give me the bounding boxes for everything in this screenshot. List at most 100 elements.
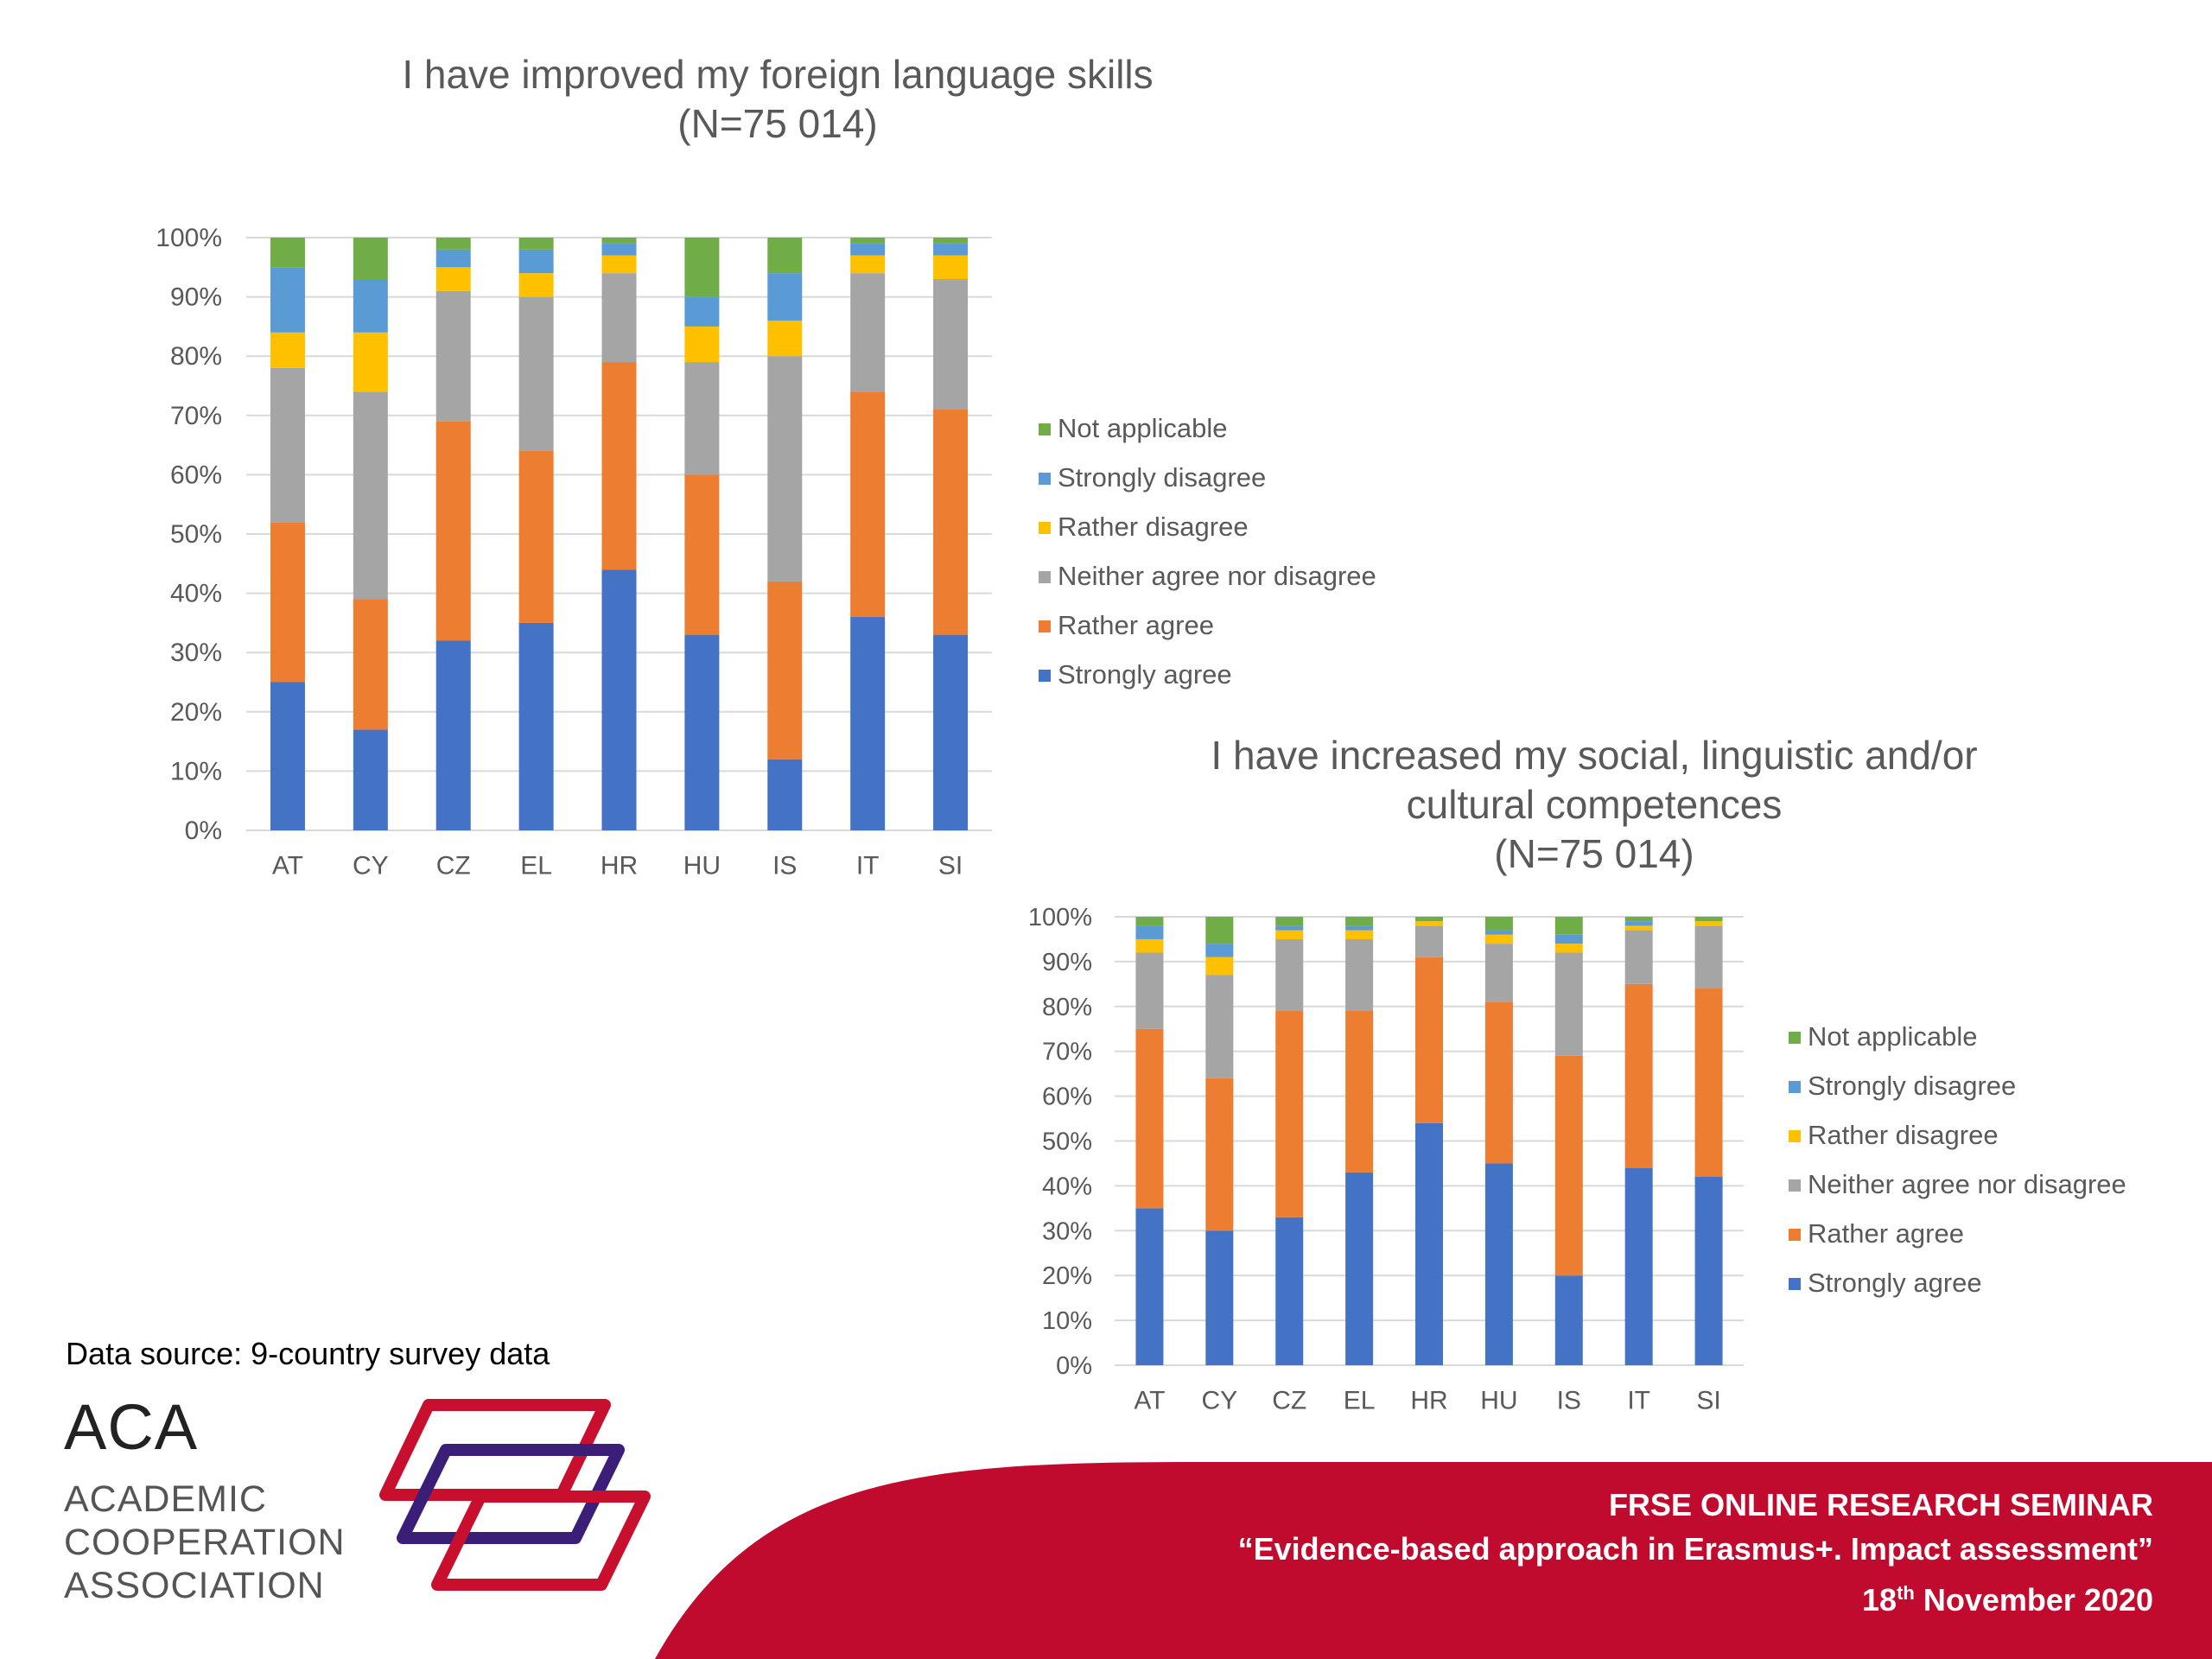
chart1-bar-segment [270,682,305,830]
chart1-y-tick-label: 70% [170,402,222,430]
aca-logo-mark-icon [379,1399,651,1591]
chart2-y-tick-label: 80% [1042,994,1092,1021]
chart1-bar-segment [353,391,388,600]
chart1-bar-segment [767,356,803,582]
chart1-y-tick-label: 80% [170,342,222,371]
chart1-x-tick-label: HU [683,852,721,880]
chart2-y-tick-label: 70% [1042,1039,1092,1066]
chart1-bar-segment [353,332,388,392]
chart1-bar-segment [601,255,637,274]
chart2-y-tick-label: 50% [1042,1128,1092,1156]
chart1-legend-label: Rather disagree [1058,512,1249,542]
chart2-bar-segment [1484,1001,1513,1164]
chart2-title-line: I have increased my social, linguistic a… [1211,733,1978,778]
chart1-bar-segment [601,273,637,363]
chart2-legend-swatch [1789,1130,1801,1142]
aca-logo-purple-shape [397,1444,625,1544]
chart1-bar-segment [601,362,637,570]
chart1-x-tick-label: HR [601,852,638,880]
chart2-bar-segment [1135,917,1164,926]
aca-logo-acronym: ACA [64,1391,199,1463]
chart1-bar-segment [435,267,471,291]
chart2-y-tick-label: 60% [1042,1084,1092,1111]
chart2-bar-segment [1205,944,1234,957]
chart2-bar-segment [1415,917,1443,922]
chart2-bar-segment [1275,1010,1304,1217]
chart1-bar-segment [518,622,554,830]
chart2-x-tick-label: HR [1410,1387,1447,1415]
chart2-bar-segment [1554,934,1583,944]
chart2-y-tick-label: 30% [1042,1217,1092,1245]
chart1-bar-segment [435,238,471,250]
chart1-legend-swatch [1039,522,1051,534]
chart1-bar-segment [270,238,305,268]
footer-date-day: 18 [1862,1582,1897,1618]
chart1-bar-segment [518,296,554,451]
chart2-bar-segment [1275,1217,1304,1365]
chart1-bar-segment [601,238,637,244]
chart1-y-tick-label: 20% [170,698,222,727]
chart1-bar-segment [601,243,637,256]
chart2-bar-segment [1554,917,1583,935]
chart1-legend-swatch [1039,620,1051,632]
chart2-x-tick-label: IT [1627,1387,1650,1415]
chart2-bar-segment [1415,957,1443,1123]
chart2-y-tick-label: 0% [1056,1352,1092,1380]
chart2-bar-segment [1205,917,1234,944]
chart2-bar-segment [1205,1077,1234,1231]
chart1-legend-label: Neither agree nor disagree [1058,561,1376,591]
chart1-y-tick-label: 40% [170,580,222,608]
chart2-bar-segment [1345,917,1374,926]
chart2-bar-segment [1554,1055,1583,1276]
aca-logo-text-line: ASSOCIATION [64,1565,325,1606]
chart2-legend-label: Not applicable [1808,1021,1978,1052]
chart1-x-tick-label: CY [353,852,389,880]
chart2-bar-segment [1275,930,1304,939]
chart1-bar-segment [684,474,720,635]
chart1-bar-segment [684,326,720,363]
chart2-bar-segment [1135,1028,1164,1209]
chart2-bar-segment [1345,1010,1374,1173]
chart2-legend-swatch [1789,1229,1801,1241]
chart2-bar-segment [1694,921,1723,926]
chart1-bar-segment [518,273,554,297]
chart1-bar-segment [767,273,803,321]
chart1-bar-segment [850,255,886,274]
chart2-x-tick-label: CZ [1272,1387,1306,1415]
chart1-legend-label: Rather agree [1058,610,1214,640]
footer-date-suffix: th [1897,1582,1915,1604]
chart2-legend-swatch [1789,1278,1801,1290]
chart1-bar-segment [933,238,969,244]
chart2-bar-segment [1624,921,1653,926]
chart1-bar-segment [933,634,969,830]
chart2-bar-segment [1345,930,1374,939]
chart1-legend-swatch [1039,571,1051,583]
chart2-bar-segment [1415,925,1443,957]
chart2-bar-segment [1484,934,1513,944]
chart2-bar-segment [1624,925,1653,931]
chart1-legend-label: Not applicable [1058,413,1228,443]
chart2-legend-swatch [1789,1081,1801,1093]
chart1-bar-segment [767,321,803,357]
chart2-bar-segment [1275,925,1304,931]
chart1-bar-segment [850,238,886,244]
chart2-y-tick-label: 100% [1028,904,1092,931]
chart1-bar-segment [933,279,969,410]
chart2-bar-segment [1694,988,1723,1178]
chart1-bar-segment [270,367,305,523]
chart2-bar-segment [1484,944,1513,1002]
data-source-note: Data source: 9-country survey data [66,1336,550,1371]
chart1-y-tick-label: 30% [170,639,222,667]
chart1-bar-segment [270,522,305,683]
chart1-bar-segment [270,267,305,333]
chart2-bar-segment [1484,917,1513,931]
aca-logo: ACA ACADEMIC COOPERATION ASSOCIATION [64,1391,669,1606]
chart1-bar-segment [435,640,471,830]
chart2-legend-label: Neither agree nor disagree [1808,1169,2126,1199]
chart1-y-tick-label: 90% [170,283,222,312]
aca-logo-red-shape [431,1491,651,1591]
chart1-bar-segment [353,729,388,830]
chart1-x-tick-label: CZ [436,852,471,880]
chart1-x-tick-label: AT [272,852,303,880]
